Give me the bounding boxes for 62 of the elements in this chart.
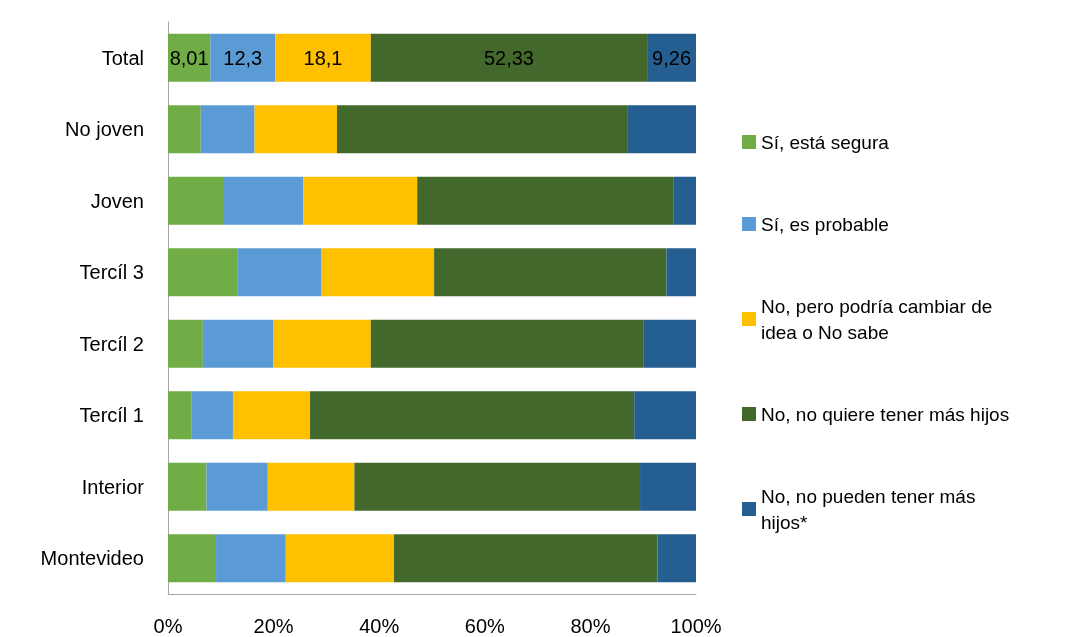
y-tick-label: Total: [101, 46, 144, 69]
bar: [232, 391, 311, 440]
bar: [643, 319, 696, 368]
bar: [370, 33, 648, 82]
legend-label: Sí, es probable: [761, 213, 889, 235]
bar: [321, 248, 435, 297]
bar: [673, 176, 696, 225]
bar: [417, 176, 674, 225]
legend-label: No, no pueden tener más hijos*: [761, 485, 981, 533]
bar: [634, 391, 696, 440]
bar: [200, 105, 255, 154]
bar: [640, 462, 696, 511]
bar: [168, 534, 217, 583]
data-label: 52,33: [483, 46, 534, 69]
bar: [223, 176, 304, 225]
bar: [393, 534, 658, 583]
bar: [206, 462, 268, 511]
x-tick-label: 60%: [464, 615, 506, 637]
x-tick-label: 80%: [570, 615, 611, 637]
y-tick-label: No joven: [65, 118, 144, 141]
x-tick-label: 100%: [670, 615, 722, 637]
y-tick-label: Tercíl 3: [79, 261, 144, 284]
bar: [168, 248, 238, 297]
bar: [168, 105, 201, 154]
x-tick-label: 40%: [359, 615, 400, 637]
bar: [168, 462, 207, 511]
bar: [168, 176, 224, 225]
legend-label: Sí, está segura: [761, 131, 890, 153]
bar: [285, 534, 394, 583]
data-label: 18,1: [303, 46, 343, 69]
bar: [202, 319, 274, 368]
y-tick-label: Tercíl 2: [79, 332, 144, 355]
y-tick-label: Tercíl 1: [79, 404, 144, 427]
bar: [434, 248, 667, 297]
y-tick-label: Joven: [90, 189, 144, 212]
bar: [627, 105, 696, 154]
legend-label: No, no quiere tener más hijos: [761, 403, 1010, 425]
bar: [354, 462, 641, 511]
data-label: 9,26: [652, 46, 692, 69]
bar: [657, 534, 696, 583]
bar: [267, 462, 355, 511]
bar: [210, 33, 276, 82]
bar: [303, 176, 418, 225]
bar: [237, 248, 322, 297]
bar: [168, 319, 203, 368]
legend-label: No, pero podría cambiar de idea o No sabe: [761, 295, 998, 343]
bar: [191, 391, 233, 440]
data-label: 12,3: [223, 46, 263, 69]
bar: [168, 391, 192, 440]
bar: [216, 534, 286, 583]
data-label: 8,01: [169, 46, 209, 69]
bar: [310, 391, 635, 440]
bar: [275, 33, 371, 82]
x-tick-label: 20%: [253, 615, 294, 637]
y-tick-label: Montevideo: [40, 547, 144, 570]
x-tick-label: 0%: [153, 615, 183, 637]
bar: [370, 319, 644, 368]
bar: [666, 248, 696, 297]
bar: [273, 319, 371, 368]
y-tick-label: Interior: [81, 475, 145, 498]
bar: [336, 105, 628, 154]
bar: [254, 105, 337, 154]
